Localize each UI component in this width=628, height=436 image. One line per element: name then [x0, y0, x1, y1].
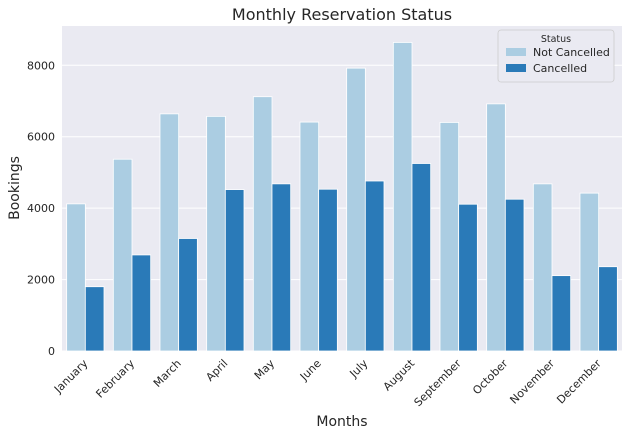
bar-cancelled-may	[271, 183, 292, 352]
bar-not-cancelled-march	[159, 113, 180, 352]
bar-cancelled-july	[364, 180, 385, 352]
y-tick-label: 6000	[27, 131, 55, 144]
bar-not-cancelled-january	[66, 203, 86, 352]
legend-title: Status	[541, 34, 571, 45]
y-tick-label: 0	[48, 345, 55, 358]
bar-cancelled-august	[411, 163, 432, 352]
bar-not-cancelled-april	[206, 115, 226, 352]
y-axis-label: Bookings	[7, 156, 23, 220]
legend-frame	[497, 29, 615, 83]
bar-not-cancelled-september	[439, 122, 460, 352]
bar-cancelled-june	[318, 188, 338, 352]
bars	[66, 42, 618, 352]
bar-not-cancelled-may	[252, 96, 273, 352]
bar-cancelled-april	[224, 189, 245, 352]
bar-not-cancelled-july	[346, 67, 366, 352]
legend-label-not-cancelled: Not Cancelled	[533, 46, 610, 59]
legend-swatch-cancelled	[506, 64, 526, 72]
bar-cancelled-november	[551, 275, 572, 352]
x-axis-label: Months	[316, 414, 367, 430]
y-tick-label: 8000	[27, 59, 55, 72]
bar-not-cancelled-august	[392, 42, 413, 352]
bar-cancelled-january	[84, 286, 105, 352]
bar-not-cancelled-february	[112, 158, 133, 352]
chart-title: Monthly Reservation Status	[232, 5, 452, 24]
bar-cancelled-february	[131, 254, 152, 352]
bar-cancelled-march	[178, 238, 198, 352]
legend: Status Not Cancelled Cancelled	[497, 29, 615, 83]
y-tick-label: 2000	[27, 274, 55, 287]
y-tick-label: 4000	[27, 202, 55, 215]
bar-not-cancelled-october	[486, 103, 506, 352]
legend-label-cancelled: Cancelled	[533, 62, 587, 75]
legend-swatch-not-cancelled	[506, 48, 526, 56]
bar-cancelled-october	[504, 198, 525, 352]
bar-not-cancelled-june	[299, 121, 320, 352]
y-axis-ticks: 0 2000 4000 6000 8000	[27, 59, 55, 358]
bar-cancelled-september	[458, 203, 478, 352]
bar-not-cancelled-november	[532, 183, 553, 352]
bar-cancelled-december	[598, 266, 618, 352]
bar-not-cancelled-december	[579, 192, 600, 352]
